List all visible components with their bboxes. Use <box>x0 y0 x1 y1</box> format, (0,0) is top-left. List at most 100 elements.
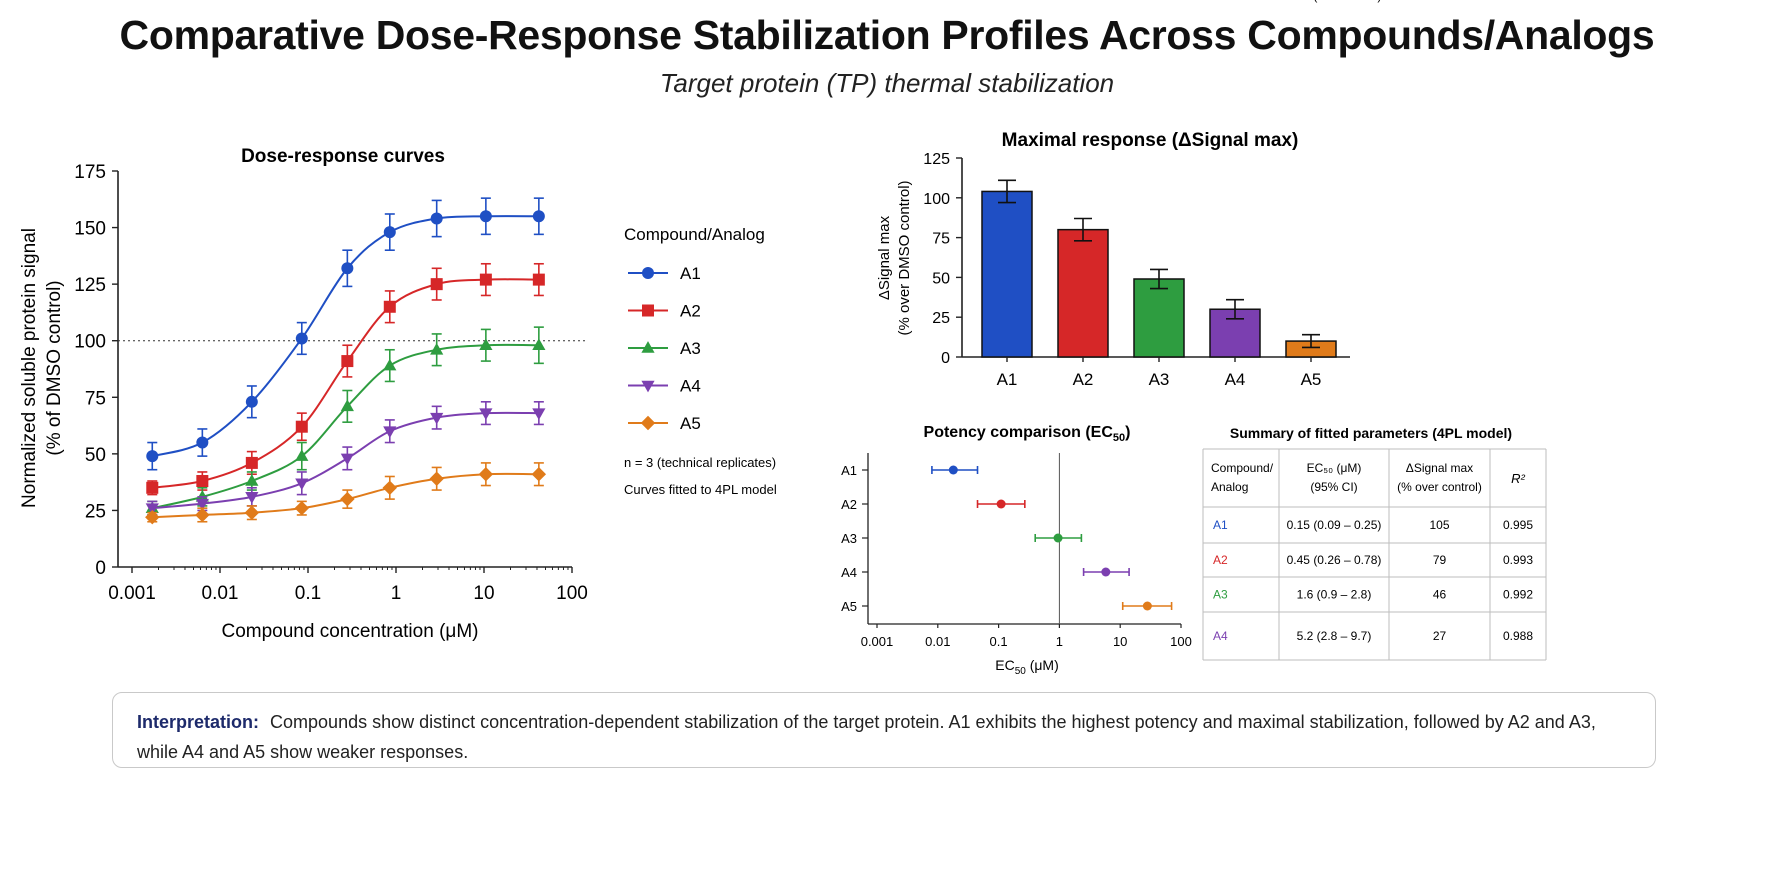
dose-response-title: Dose-response curves <box>241 146 445 167</box>
data-point-A4 <box>145 503 159 516</box>
data-point-A2 <box>430 278 443 291</box>
data-point-A4 <box>245 492 259 504</box>
potency-point-A4 <box>1101 567 1111 577</box>
max-response-panel: Maximal response (ΔSignal max) 0 25 50 75 10… <box>876 130 1350 389</box>
table-cell: 0.45 (0.26 – 0.78) <box>1287 553 1382 567</box>
data-point-A1 <box>532 210 545 223</box>
potency-point-A5 <box>1142 601 1152 611</box>
potency-xlabel-main: EC <box>995 657 1014 673</box>
dose-response-series <box>145 197 547 525</box>
potency-point-A1 <box>948 465 958 475</box>
legend-note-replicates: n = 3 (technical replicates) <box>624 455 776 470</box>
table-cell: 18.4 (10.2 – 33.1) <box>1287 0 1382 3</box>
data-point-A5 <box>244 505 260 520</box>
table-cell: 105 <box>1429 518 1449 532</box>
y-tick-label: 150 <box>74 219 106 240</box>
summary-table-panel: Summary of fitted parameters (4PL model)… <box>1202 0 1547 661</box>
x-tick-label: 10 <box>1113 634 1127 649</box>
legend-label-A5: A5 <box>680 414 701 433</box>
potency-xlabel-end: (μM) <box>1026 657 1059 673</box>
data-point-A3 <box>295 449 309 461</box>
potency-title-sub: 50 <box>1113 432 1125 444</box>
fit-curve-A1 <box>152 215 539 458</box>
potency-label-A2: A2 <box>841 497 857 512</box>
max-response-ylabel-line1: ΔSignal max <box>876 215 893 300</box>
x-tick-label: 0.001 <box>108 583 156 604</box>
table-row-label-A3: A3 <box>1213 588 1228 602</box>
bar-label-A5: A5 <box>1301 370 1322 389</box>
legend-marker-A4 <box>641 380 655 393</box>
data-point-A5 <box>195 507 210 523</box>
table-header-cell: (95% CI) <box>1310 480 1357 494</box>
legend-title: Compound/Analog <box>624 225 765 244</box>
data-point-A3 <box>340 399 354 412</box>
data-point-A3 <box>245 474 259 486</box>
y-tick-label: 0 <box>95 558 106 579</box>
max-response-bars: A1 A2 A3 A4 A5 <box>981 179 1337 389</box>
series-A5 <box>145 462 547 525</box>
table-cell: 0.995 <box>1503 518 1533 532</box>
dose-response-ylabel-line2: (% of DMSO control) <box>44 280 65 455</box>
data-point-A1 <box>146 450 159 463</box>
y-tick-label: 50 <box>932 270 950 287</box>
interpretation-box: Interpretation: Compounds show distinct … <box>112 692 1656 768</box>
legend-items: A1 A2 A3 A4 A5 <box>628 264 701 433</box>
potency-point-A3 <box>1053 533 1063 543</box>
table-cell: 1.6 (0.9 – 2.8) <box>1297 588 1372 602</box>
bar-A3 <box>1133 278 1185 358</box>
data-point-A4 <box>340 453 354 466</box>
data-point-A1 <box>295 332 308 345</box>
dose-response-ylabel-line1: Normalized soluble protein signal <box>19 228 40 508</box>
table-cell: 0.988 <box>1503 629 1533 643</box>
data-point-A4 <box>430 412 444 425</box>
page-subtitle: Target protein (TP) thermal stabilizatio… <box>659 68 1115 98</box>
legend-label-A2: A2 <box>680 302 701 321</box>
bar-label-A4: A4 <box>1225 370 1246 389</box>
table-header-cell: (% over control) <box>1397 480 1482 494</box>
x-tick-label: 1 <box>1056 634 1063 649</box>
legend-note-fit: Curves fitted to 4PL model <box>624 482 777 497</box>
table-header-cell: ΔSignal max <box>1406 461 1473 475</box>
x-tick-label: 10 <box>473 583 494 604</box>
data-point-A3 <box>479 338 493 351</box>
y-tick-label: 25 <box>932 310 950 327</box>
potency-label-A4: A4 <box>841 565 857 580</box>
data-point-A3 <box>430 342 444 355</box>
bar-label-A1: A1 <box>997 370 1018 389</box>
legend-label-A3: A3 <box>680 339 701 358</box>
series-A2 <box>146 262 545 496</box>
data-point-A1 <box>430 212 443 225</box>
table-cell: 0.982 <box>1503 0 1533 3</box>
data-point-A3 <box>383 358 397 371</box>
data-point-A5 <box>340 491 355 507</box>
data-point-A2 <box>245 456 258 469</box>
max-response-title: Maximal response (ΔSignal max) <box>1002 130 1299 151</box>
table-cell: 0.993 <box>1503 553 1533 567</box>
fit-curve-A3 <box>152 343 539 510</box>
legend: Compound/Analog A1 A2 A3 A4 A5 n = 3 (techni… <box>624 225 777 497</box>
data-point-A2 <box>196 475 209 488</box>
y-tick-label: 125 <box>923 151 950 168</box>
data-point-A2 <box>146 481 159 494</box>
dose-response-axes: 0 25 50 75 100 125 150 175 0.001 0.01 0.1 1 10 100 <box>74 162 588 604</box>
data-point-A2 <box>479 273 492 286</box>
potency-points: A1 A2 A3 A4 A5 <box>841 463 1173 614</box>
potency-axes: 0.001 0.01 0.1 1 10 100 <box>861 453 1192 649</box>
potency-label-A3: A3 <box>841 531 857 546</box>
max-response-ylabel-line2: (% over DMSO control) <box>896 180 913 335</box>
figure-canvas: Dose-response curves 0255075100125150175… <box>19 0 1547 677</box>
potency-xlabel-sub: 50 <box>1015 666 1027 677</box>
bar-A1 <box>981 190 1033 358</box>
dose-response-xlabel: Compound concentration (μM) <box>221 621 478 642</box>
legend-marker-A1 <box>642 267 654 279</box>
data-point-A4 <box>532 408 546 421</box>
page-title: Comparative Dose-Response Stabilization … <box>119 12 1655 58</box>
summary-table: Compound/Analog EC₅₀ (μM) (95% CI) ΔSignal … <box>1202 0 1547 661</box>
y-tick-label: 125 <box>74 275 106 296</box>
x-tick-label: 100 <box>1170 634 1192 649</box>
table-row-label-A1: A1 <box>1213 518 1228 532</box>
table-cell: 0.992 <box>1503 588 1533 602</box>
table-row-label-A4: A4 <box>1213 629 1228 643</box>
table-cell: 5.2 (2.8 – 9.7) <box>1297 629 1372 643</box>
data-point-A4 <box>195 498 209 511</box>
